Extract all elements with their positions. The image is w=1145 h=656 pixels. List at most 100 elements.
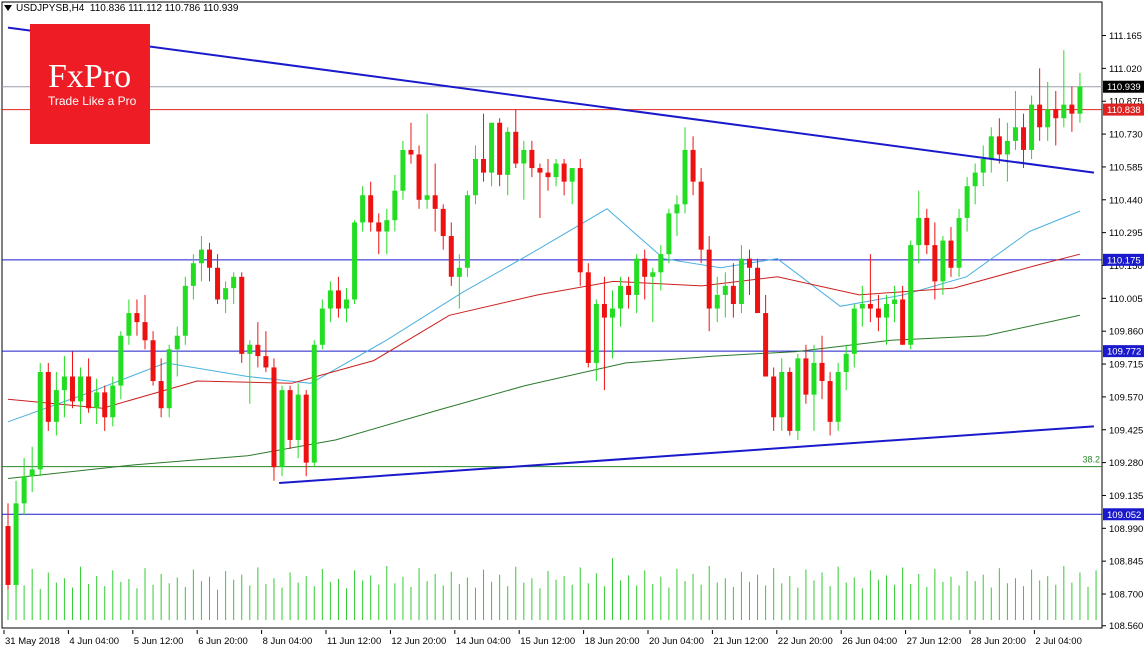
candle-body xyxy=(327,290,333,309)
candle-body xyxy=(408,149,414,155)
x-tick-label: 2 Jul 04:00 xyxy=(1035,636,1081,647)
candle-body xyxy=(787,371,793,431)
chart-header: USDJPYSB,H4 110.836 111.112 110.786 110.… xyxy=(4,3,238,14)
candle-body xyxy=(924,217,930,246)
candle-body xyxy=(980,159,986,173)
candle-body xyxy=(972,172,978,187)
candle-body xyxy=(569,168,575,182)
candle-body xyxy=(682,149,688,205)
candle-body xyxy=(932,245,938,282)
candle-body xyxy=(376,222,382,232)
candle-body xyxy=(255,344,261,357)
candle-body xyxy=(730,285,736,305)
candle-body xyxy=(577,168,583,273)
y-tick-label: 108.560 xyxy=(1109,621,1143,632)
candle-body xyxy=(948,240,954,268)
candle-body xyxy=(335,290,341,309)
price-tag xyxy=(1103,80,1144,93)
y-tick-label: 108.700 xyxy=(1109,590,1143,601)
candle-body xyxy=(448,236,454,277)
candle-body xyxy=(916,217,922,246)
candle-body xyxy=(118,335,124,386)
y-tick-label: 109.570 xyxy=(1109,392,1143,403)
x-tick-label: 18 Jun 20:00 xyxy=(585,636,640,647)
candle-body xyxy=(13,503,19,585)
candle-body xyxy=(618,285,624,309)
ohlc-values: 110.836 111.112 110.786 110.939 xyxy=(89,3,239,14)
trendline-support xyxy=(279,425,1095,484)
candle-body xyxy=(900,299,906,345)
x-tick-label: 5 Jun 12:00 xyxy=(134,636,184,647)
candle-body xyxy=(513,131,519,164)
candle-body xyxy=(263,356,269,368)
candle-body xyxy=(771,376,777,418)
y-tick-label: 108.990 xyxy=(1109,524,1143,535)
candle-body xyxy=(779,371,785,418)
candle-body xyxy=(489,122,495,173)
plot-frame xyxy=(1,1,1103,629)
candle-body xyxy=(996,136,1002,155)
candle-body xyxy=(1061,104,1067,119)
logo-brand: FxPro xyxy=(48,58,132,95)
candle-body xyxy=(835,371,841,422)
y-tick-label: 110.730 xyxy=(1109,130,1143,141)
candle-body xyxy=(884,304,890,318)
candle-body xyxy=(472,159,478,196)
candle-body xyxy=(497,122,503,175)
fxpro-logo: FxPro Trade Like a Pro xyxy=(30,24,150,144)
x-tick-label: 14 Jun 04:00 xyxy=(456,636,511,647)
candle-body xyxy=(432,195,438,209)
candle-body xyxy=(843,353,849,372)
candle-body xyxy=(86,376,92,409)
candle-body xyxy=(198,249,204,264)
candle-body xyxy=(279,390,285,468)
candle-body xyxy=(851,308,857,354)
candle-body xyxy=(811,362,817,395)
x-tick-label: 4 Jun 04:00 xyxy=(69,636,119,647)
y-tick-label: 110.440 xyxy=(1109,195,1143,206)
candle-body xyxy=(53,390,59,422)
candle-body xyxy=(126,313,132,336)
price-tag-label: 110.175 xyxy=(1107,255,1141,266)
x-tick-label: 26 Jun 04:00 xyxy=(842,636,897,647)
candle-body xyxy=(1029,104,1035,150)
y-tick-label: 109.135 xyxy=(1109,491,1143,502)
candle-body xyxy=(69,376,75,402)
price-tag xyxy=(1103,345,1144,358)
candle-body xyxy=(150,340,156,382)
candle-body xyxy=(384,220,390,232)
moving-average-line xyxy=(7,208,1081,423)
x-tick-label: 8 Jun 04:00 xyxy=(263,636,313,647)
candle-body xyxy=(585,272,591,363)
candle-body xyxy=(795,358,801,431)
x-tick-label: 31 May 2018 xyxy=(5,636,60,647)
candle-body xyxy=(609,308,615,318)
x-tick-label: 20 Jun 04:00 xyxy=(649,636,704,647)
candle-body xyxy=(698,181,704,250)
candle-body xyxy=(803,358,809,395)
candle-body xyxy=(271,367,277,468)
candle-body xyxy=(1037,104,1043,128)
y-tick-label: 110.295 xyxy=(1109,228,1143,239)
y-tick-label: 109.860 xyxy=(1109,327,1143,338)
candle-body xyxy=(859,304,865,309)
candle-body xyxy=(303,394,309,463)
candle-body xyxy=(722,285,728,295)
candle-body xyxy=(763,313,769,377)
dropdown-triangle-icon[interactable] xyxy=(4,5,12,12)
candle-body xyxy=(424,195,430,200)
price-tag-label: 110.838 xyxy=(1107,105,1141,116)
x-tick-label: 12 Jun 20:00 xyxy=(391,636,446,647)
moving-average-line xyxy=(7,253,1081,409)
candle-body xyxy=(505,131,511,175)
candle-body xyxy=(1021,127,1027,150)
candle-body xyxy=(231,276,237,289)
candle-body xyxy=(988,136,994,160)
candle-body xyxy=(892,299,898,305)
candle-body xyxy=(142,322,148,341)
candle-body xyxy=(714,294,720,309)
candle-body xyxy=(867,304,873,309)
candle-body xyxy=(642,258,648,277)
